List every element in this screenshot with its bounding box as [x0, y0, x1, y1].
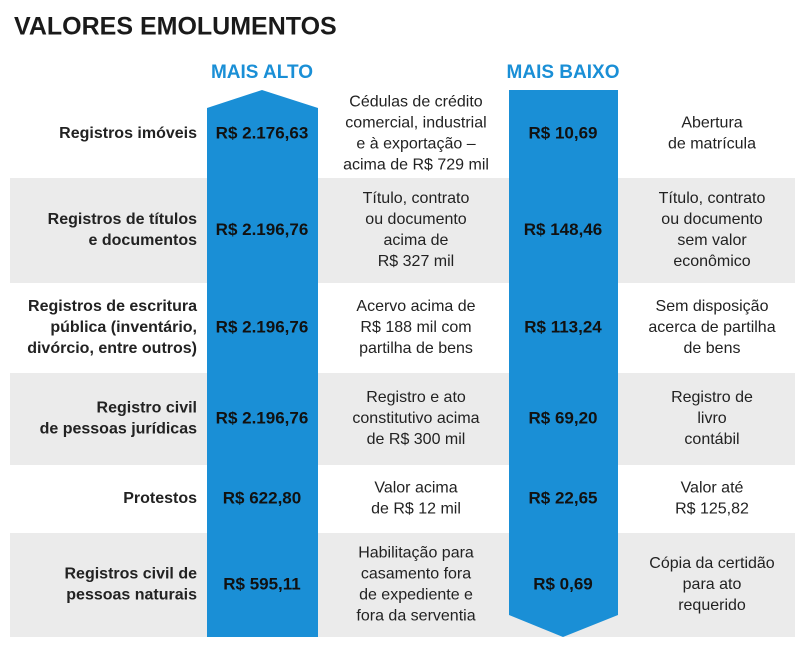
high-value: R$ 595,11	[223, 574, 301, 593]
low-description: R$ 125,82	[675, 501, 749, 518]
low-column-arrow	[509, 90, 618, 637]
low-header: MAIS BAIXO	[507, 62, 620, 83]
high-value: R$ 2.196,76	[216, 317, 309, 336]
row-background	[10, 533, 795, 637]
low-value: R$ 69,20	[529, 408, 598, 427]
low-description: Sem disposição	[656, 298, 769, 315]
low-description: sem valor	[677, 232, 747, 249]
high-value: R$ 2.196,76	[216, 220, 309, 239]
row-label: divórcio, entre outros)	[27, 340, 197, 357]
high-column-arrow	[207, 90, 318, 637]
low-description: Título, contrato	[659, 190, 766, 207]
row-background	[10, 373, 795, 465]
high-description: partilha de bens	[359, 340, 473, 357]
low-description: Cópia da certidão	[649, 555, 775, 572]
high-description: Valor acima	[374, 480, 457, 497]
row-label: e documentos	[89, 232, 198, 249]
row-label: Registros de títulos	[48, 211, 197, 228]
row-label: pública (inventário,	[50, 319, 197, 336]
high-description: fora da serventia	[356, 608, 475, 625]
high-description: Acervo acima de	[356, 298, 475, 315]
low-description: de bens	[684, 340, 741, 357]
low-description: Registro de	[671, 389, 753, 406]
row-label: Protestos	[123, 490, 197, 507]
high-description: comercial, industrial	[345, 115, 486, 132]
low-description: econômico	[673, 253, 750, 270]
row-label: de pessoas jurídicas	[40, 421, 198, 438]
low-value: R$ 22,65	[529, 488, 598, 507]
high-description: Título, contrato	[363, 190, 470, 207]
high-header: MAIS ALTO	[211, 62, 313, 83]
high-value: R$ 2.196,76	[216, 408, 309, 427]
low-value: R$ 113,24	[524, 317, 602, 336]
high-description: Registro e ato	[366, 389, 466, 406]
low-description: de matrícula	[668, 136, 756, 153]
high-description: de expediente e	[359, 587, 473, 604]
row-label: Registros imóveis	[59, 125, 197, 142]
row-label: Registros de escritura	[28, 298, 197, 315]
high-description: R$ 327 mil	[378, 253, 454, 270]
high-description: Habilitação para	[358, 545, 474, 562]
high-description: casamento fora	[361, 566, 471, 583]
high-description: constitutivo acima	[352, 410, 479, 427]
high-description: R$ 188 mil com	[360, 319, 471, 336]
row-label: pessoas naturais	[66, 587, 197, 604]
row-label: Registro civil	[97, 400, 197, 417]
low-description: livro	[697, 410, 726, 427]
low-description: para ato	[683, 576, 742, 593]
low-value: R$ 10,69	[529, 123, 598, 142]
high-description: ou documento	[365, 211, 467, 228]
low-value: R$ 148,46	[524, 220, 602, 239]
high-value: R$ 2.176,63	[216, 123, 309, 142]
low-description: acerca de partilha	[648, 319, 775, 336]
high-description: e à exportação –	[356, 136, 475, 153]
high-description: de R$ 300 mil	[367, 431, 466, 448]
low-description: Valor até	[681, 480, 744, 497]
row-background	[10, 178, 795, 283]
low-value: R$ 0,69	[533, 574, 593, 593]
row-label: Registros civil de	[65, 566, 198, 583]
high-description: acima de	[384, 232, 449, 249]
low-description: ou documento	[661, 211, 763, 228]
high-description: Cédulas de crédito	[349, 94, 483, 111]
low-description: Abertura	[681, 115, 742, 132]
row-backgrounds	[10, 178, 795, 637]
low-description: contábil	[684, 431, 739, 448]
low-description: requerido	[678, 597, 746, 614]
title: VALORES EMOLUMENTOS	[14, 13, 337, 41]
high-value: R$ 622,80	[223, 488, 301, 507]
high-description: acima de R$ 729 mil	[343, 157, 489, 174]
high-description: de R$ 12 mil	[371, 501, 461, 518]
